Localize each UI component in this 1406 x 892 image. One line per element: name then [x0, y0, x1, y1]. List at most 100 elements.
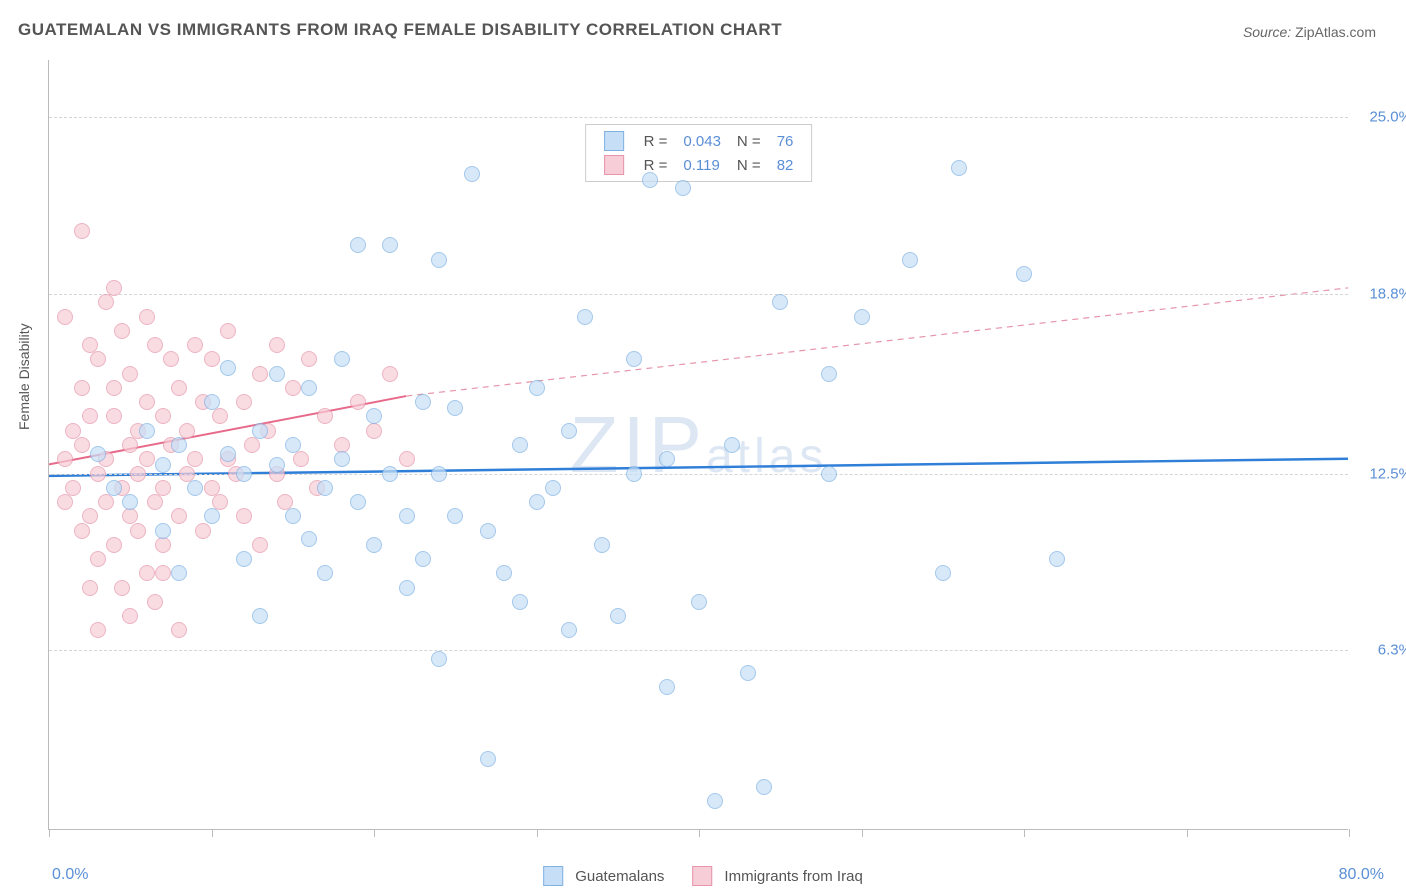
source-prefix: Source: [1243, 24, 1295, 40]
scatter-point [577, 309, 593, 325]
scatter-point [57, 494, 73, 510]
scatter-point [139, 423, 155, 439]
scatter-point [236, 466, 252, 482]
scatter-point [399, 508, 415, 524]
scatter-point [236, 508, 252, 524]
scatter-point [610, 608, 626, 624]
n-value-guatemalans: 76 [769, 129, 802, 153]
watermark: ZIPatlas [570, 399, 828, 491]
trendline-iraq-dashed [406, 288, 1348, 396]
r-value-guatemalans: 0.043 [675, 129, 729, 153]
x-tick [699, 829, 700, 837]
gridline [49, 294, 1348, 295]
scatter-point [902, 252, 918, 268]
x-tick [374, 829, 375, 837]
legend-label-iraq: Immigrants from Iraq [724, 868, 862, 885]
scatter-point [707, 793, 723, 809]
scatter-point [122, 437, 138, 453]
scatter-point [82, 580, 98, 596]
scatter-point [155, 523, 171, 539]
scatter-point [382, 466, 398, 482]
scatter-point [106, 537, 122, 553]
scatter-point [171, 437, 187, 453]
legend-stats-row: R = 0.043 N = 76 [596, 129, 802, 153]
n-label: N = [729, 153, 769, 177]
x-tick [1024, 829, 1025, 837]
scatter-point [772, 294, 788, 310]
swatch-guatemalans [604, 131, 624, 151]
scatter-point [382, 237, 398, 253]
legend-label-guatemalans: Guatemalans [575, 868, 664, 885]
scatter-point [204, 394, 220, 410]
scatter-point [57, 309, 73, 325]
legend-stats: R = 0.043 N = 76 R = 0.119 N = 82 [585, 124, 813, 182]
scatter-point [529, 494, 545, 510]
scatter-point [179, 423, 195, 439]
scatter-point [350, 494, 366, 510]
legend-series: Guatemalans Immigrants from Iraq [543, 866, 863, 886]
scatter-point [301, 531, 317, 547]
source-name: ZipAtlas.com [1295, 24, 1376, 40]
scatter-point [130, 523, 146, 539]
scatter-point [82, 508, 98, 524]
scatter-point [269, 457, 285, 473]
scatter-point [366, 537, 382, 553]
scatter-point [187, 337, 203, 353]
scatter-point [415, 551, 431, 567]
scatter-point [935, 565, 951, 581]
scatter-point [155, 537, 171, 553]
scatter-point [74, 523, 90, 539]
scatter-point [431, 651, 447, 667]
scatter-point [285, 437, 301, 453]
watermark-small: atlas [706, 429, 827, 484]
scatter-point [90, 622, 106, 638]
scatter-point [561, 423, 577, 439]
scatter-point [529, 380, 545, 396]
scatter-point [626, 351, 642, 367]
scatter-point [334, 451, 350, 467]
scatter-point [155, 457, 171, 473]
scatter-point [236, 394, 252, 410]
scatter-point [431, 466, 447, 482]
scatter-point [122, 494, 138, 510]
swatch-iraq-icon [692, 866, 712, 886]
scatter-point [447, 508, 463, 524]
scatter-point [594, 537, 610, 553]
scatter-point [317, 408, 333, 424]
scatter-point [90, 551, 106, 567]
scatter-point [195, 523, 211, 539]
scatter-point [252, 537, 268, 553]
scatter-point [350, 237, 366, 253]
scatter-point [366, 408, 382, 424]
scatter-point [951, 160, 967, 176]
scatter-point [244, 437, 260, 453]
scatter-point [122, 366, 138, 382]
legend-item-iraq: Immigrants from Iraq [692, 866, 862, 886]
scatter-point [74, 380, 90, 396]
scatter-point [350, 394, 366, 410]
scatter-point [147, 337, 163, 353]
x-tick [537, 829, 538, 837]
scatter-point [171, 565, 187, 581]
swatch-iraq [604, 155, 624, 175]
x-tick [1349, 829, 1350, 837]
scatter-point [399, 580, 415, 596]
scatter-point [90, 446, 106, 462]
scatter-point [415, 394, 431, 410]
scatter-point [147, 494, 163, 510]
scatter-point [155, 480, 171, 496]
scatter-point [82, 408, 98, 424]
scatter-point [545, 480, 561, 496]
scatter-point [285, 508, 301, 524]
scatter-point [139, 394, 155, 410]
scatter-point [212, 494, 228, 510]
scatter-point [171, 508, 187, 524]
legend-item-guatemalans: Guatemalans [543, 866, 664, 886]
scatter-point [220, 360, 236, 376]
y-tick-label: 6.3% [1378, 642, 1406, 659]
scatter-point [187, 451, 203, 467]
scatter-point [675, 180, 691, 196]
scatter-point [139, 451, 155, 467]
scatter-point [399, 451, 415, 467]
scatter-point [90, 351, 106, 367]
